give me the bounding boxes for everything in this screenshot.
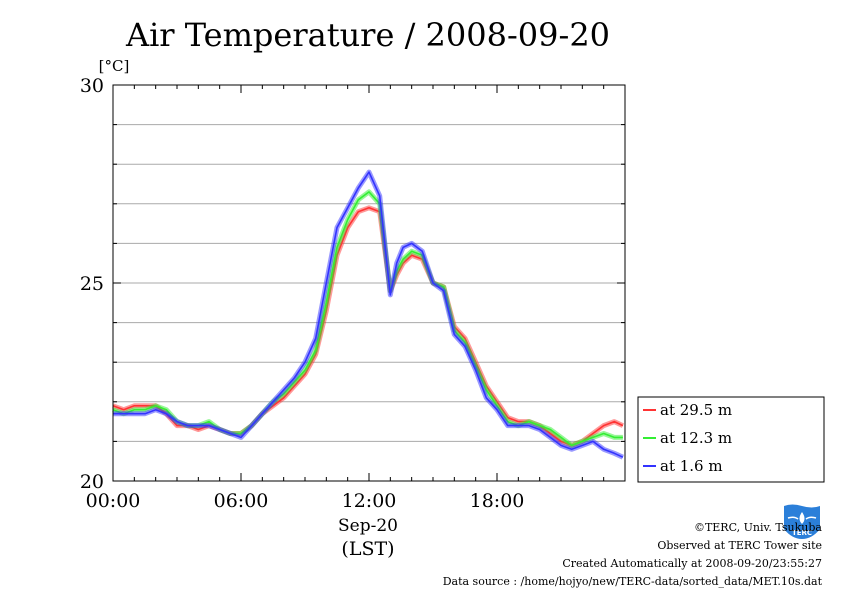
- x-tick-label: 18:00: [470, 490, 525, 512]
- terc-logo: TERC: [782, 503, 822, 539]
- logo-text: TERC: [792, 529, 812, 537]
- x-tick-label: 06:00: [214, 490, 269, 512]
- grid-lines: [113, 124, 625, 442]
- legend-label: at 1.6 m: [660, 457, 723, 475]
- y-tick-label: 25: [80, 273, 104, 295]
- legend-label: at 29.5 m: [660, 401, 732, 419]
- legend-label: at 12.3 m: [660, 429, 732, 447]
- legend: at 29.5 m at 12.3 m at 1.6 m: [637, 396, 825, 483]
- footer-copyright: ©TERC, Univ. Tsukuba: [693, 521, 822, 534]
- series-halo: [113, 169, 624, 460]
- x-axis-date-label: Sep-20: [338, 516, 398, 536]
- series-line: [112, 191, 623, 447]
- y-tick-label: 20: [80, 471, 104, 493]
- footer-source: Data source : /home/hojyo/new/TERC-data/…: [442, 575, 822, 588]
- axis-ticks: [112, 84, 626, 482]
- series-line: [113, 171, 624, 458]
- x-tick-label: 00:00: [86, 490, 141, 512]
- footer-observed: Observed at TERC Tower site: [657, 539, 822, 552]
- chart-title: Air Temperature / 2008-09-20: [125, 16, 610, 54]
- series-at-1.6-m: [113, 169, 624, 460]
- footer-created: Created Automatically at 2008-09-20/23:5…: [562, 557, 822, 570]
- series-halo: [112, 189, 623, 448]
- series-layer: [112, 169, 624, 460]
- x-axis-timezone-label: (LST): [341, 538, 394, 560]
- series-at-12.3-m: [112, 189, 623, 448]
- y-tick-label: 30: [80, 75, 104, 97]
- axis-tick-labels: 20 25 30 00:00 06:00 12:00 18:00: [80, 75, 525, 512]
- y-axis-unit-label: [°C]: [99, 57, 130, 75]
- legend-box: [637, 396, 825, 483]
- terc-logo-icon: TERC: [784, 504, 820, 539]
- x-tick-label: 12:00: [342, 490, 397, 512]
